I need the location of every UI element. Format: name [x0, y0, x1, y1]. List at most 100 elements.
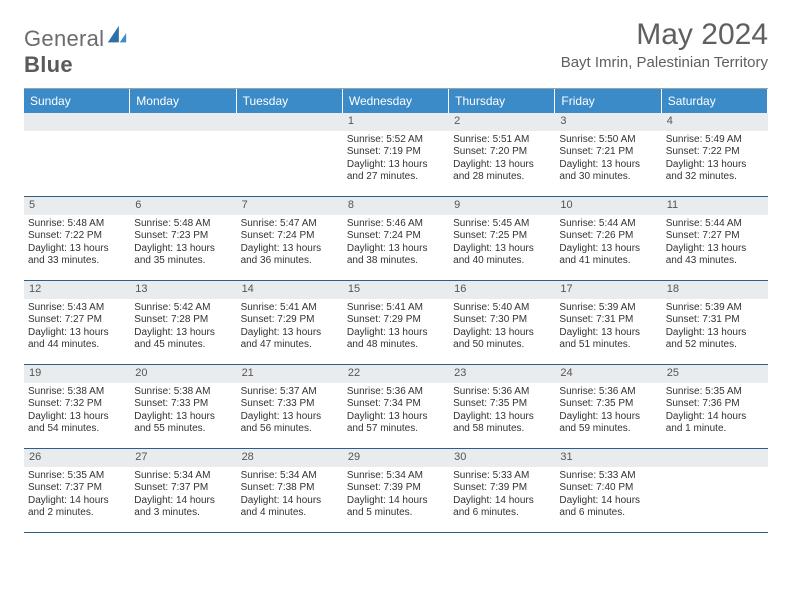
- calendar-cell: 5Sunrise: 5:48 AMSunset: 7:22 PMDaylight…: [24, 197, 130, 281]
- calendar-cell: 3Sunrise: 5:50 AMSunset: 7:21 PMDaylight…: [555, 113, 661, 197]
- calendar-cell: 4Sunrise: 5:49 AMSunset: 7:22 PMDaylight…: [662, 113, 768, 197]
- calendar-page: GeneralBlue May 2024 Bayt Imrin, Palesti…: [0, 0, 792, 545]
- title-block: May 2024 Bayt Imrin, Palestinian Territo…: [561, 18, 768, 71]
- daylight-text: Daylight: 14 hours: [559, 495, 657, 508]
- day-number-empty: [662, 449, 768, 467]
- daylight-text: Daylight: 13 hours: [134, 243, 232, 256]
- sunset-text: Sunset: 7:31 PM: [559, 314, 657, 327]
- calendar-cell-empty: [662, 449, 768, 533]
- calendar-cell: 18Sunrise: 5:39 AMSunset: 7:31 PMDayligh…: [662, 281, 768, 365]
- sunset-text: Sunset: 7:35 PM: [559, 398, 657, 411]
- day-header: Friday: [555, 89, 661, 113]
- calendar-cell: 31Sunrise: 5:33 AMSunset: 7:40 PMDayligh…: [555, 449, 661, 533]
- daylight-text: and 2 minutes.: [28, 507, 126, 520]
- logo-word2: Blue: [24, 52, 73, 77]
- calendar-cell: 6Sunrise: 5:48 AMSunset: 7:23 PMDaylight…: [130, 197, 236, 281]
- sunrise-text: Sunrise: 5:51 AM: [453, 134, 551, 147]
- sunrise-text: Sunrise: 5:34 AM: [134, 470, 232, 483]
- sunset-text: Sunset: 7:23 PM: [134, 230, 232, 243]
- calendar-grid: SundayMondayTuesdayWednesdayThursdayFrid…: [24, 88, 768, 533]
- day-number: 19: [24, 365, 130, 383]
- sunset-text: Sunset: 7:37 PM: [28, 482, 126, 495]
- day-number: 23: [449, 365, 555, 383]
- day-number: 8: [343, 197, 449, 215]
- day-number: 30: [449, 449, 555, 467]
- logo-word1: General: [24, 26, 104, 51]
- sunset-text: Sunset: 7:29 PM: [347, 314, 445, 327]
- daylight-text: Daylight: 14 hours: [347, 495, 445, 508]
- sunrise-text: Sunrise: 5:46 AM: [347, 218, 445, 231]
- day-number: 5: [24, 197, 130, 215]
- calendar-cell: 17 Sunrise: 5:39 AMSunset: 7:31 PMDayligh…: [555, 281, 661, 365]
- day-number: 14: [237, 281, 343, 299]
- daylight-text: and 43 minutes.: [666, 255, 764, 268]
- calendar-cell-empty: [237, 113, 343, 197]
- daylight-text: and 51 minutes.: [559, 339, 657, 352]
- daylight-text: and 52 minutes.: [666, 339, 764, 352]
- day-number: 16: [449, 281, 555, 299]
- day-number: 31: [555, 449, 661, 467]
- daylight-text: and 40 minutes.: [453, 255, 551, 268]
- day-number: 25: [662, 365, 768, 383]
- daylight-text: Daylight: 13 hours: [559, 411, 657, 424]
- sunset-text: Sunset: 7:35 PM: [453, 398, 551, 411]
- calendar-cell: 7Sunrise: 5:47 AMSunset: 7:24 PMDaylight…: [237, 197, 343, 281]
- calendar-cell: 21Sunrise: 5:37 AMSunset: 7:33 PMDayligh…: [237, 365, 343, 449]
- day-number-empty: [130, 113, 236, 131]
- daylight-text: Daylight: 14 hours: [453, 495, 551, 508]
- day-number: 27: [130, 449, 236, 467]
- daylight-text: and 5 minutes.: [347, 507, 445, 520]
- calendar-cell: 20Sunrise: 5:38 AMSunset: 7:33 PMDayligh…: [130, 365, 236, 449]
- logo-text: GeneralBlue: [24, 24, 128, 78]
- daylight-text: and 44 minutes.: [28, 339, 126, 352]
- sunrise-text: Sunrise: 5:45 AM: [453, 218, 551, 231]
- sunrise-text: Sunrise: 5:38 AM: [134, 386, 232, 399]
- calendar-cell: 24Sunrise: 5:36 AMSunset: 7:35 PMDayligh…: [555, 365, 661, 449]
- sunrise-text: Sunrise: 5:39 AM: [666, 302, 764, 315]
- sunset-text: Sunset: 7:31 PM: [666, 314, 764, 327]
- sunset-text: Sunset: 7:32 PM: [28, 398, 126, 411]
- daylight-text: Daylight: 13 hours: [28, 243, 126, 256]
- day-header: Monday: [130, 89, 236, 113]
- day-number: 9: [449, 197, 555, 215]
- calendar-cell: 28Sunrise: 5:34 AMSunset: 7:38 PMDayligh…: [237, 449, 343, 533]
- day-number: 12: [24, 281, 130, 299]
- location-text: Bayt Imrin, Palestinian Territory: [561, 54, 768, 71]
- calendar-cell: 10Sunrise: 5:44 AMSunset: 7:26 PMDayligh…: [555, 197, 661, 281]
- calendar-cell-empty: [24, 113, 130, 197]
- sunrise-text: Sunrise: 5:48 AM: [28, 218, 126, 231]
- day-number: 6: [130, 197, 236, 215]
- daylight-text: Daylight: 13 hours: [559, 327, 657, 340]
- sunset-text: Sunset: 7:20 PM: [453, 146, 551, 159]
- calendar-cell: 8Sunrise: 5:46 AMSunset: 7:24 PMDaylight…: [343, 197, 449, 281]
- daylight-text: Daylight: 14 hours: [241, 495, 339, 508]
- sunset-text: Sunset: 7:22 PM: [666, 146, 764, 159]
- daylight-text: Daylight: 13 hours: [241, 243, 339, 256]
- calendar-cell: 30Sunrise: 5:33 AMSunset: 7:39 PMDayligh…: [449, 449, 555, 533]
- day-number: 2: [449, 113, 555, 131]
- calendar-cell-empty: [130, 113, 236, 197]
- daylight-text: and 58 minutes.: [453, 423, 551, 436]
- daylight-text: Daylight: 13 hours: [453, 243, 551, 256]
- sunset-text: Sunset: 7:28 PM: [134, 314, 232, 327]
- daylight-text: and 38 minutes.: [347, 255, 445, 268]
- daylight-text: Daylight: 13 hours: [241, 411, 339, 424]
- day-number: 17: [555, 281, 661, 299]
- sunrise-text: Sunrise: 5:43 AM: [28, 302, 126, 315]
- calendar-cell: 15Sunrise: 5:41 AMSunset: 7:29 PMDayligh…: [343, 281, 449, 365]
- daylight-text: Daylight: 13 hours: [347, 411, 445, 424]
- sunrise-text: Sunrise: 5:39 AM: [559, 302, 657, 315]
- daylight-text: Daylight: 14 hours: [28, 495, 126, 508]
- sunrise-text: Sunrise: 5:50 AM: [559, 134, 657, 147]
- daylight-text: and 3 minutes.: [134, 507, 232, 520]
- daylight-text: Daylight: 13 hours: [453, 159, 551, 172]
- day-number: 24: [555, 365, 661, 383]
- daylight-text: Daylight: 13 hours: [241, 327, 339, 340]
- sunset-text: Sunset: 7:40 PM: [559, 482, 657, 495]
- day-number: 4: [662, 113, 768, 131]
- calendar-cell: 9Sunrise: 5:45 AMSunset: 7:25 PMDaylight…: [449, 197, 555, 281]
- sunrise-text: Sunrise: 5:33 AM: [453, 470, 551, 483]
- sunset-text: Sunset: 7:33 PM: [134, 398, 232, 411]
- calendar-cell: 22Sunrise: 5:36 AMSunset: 7:34 PMDayligh…: [343, 365, 449, 449]
- sunset-text: Sunset: 7:38 PM: [241, 482, 339, 495]
